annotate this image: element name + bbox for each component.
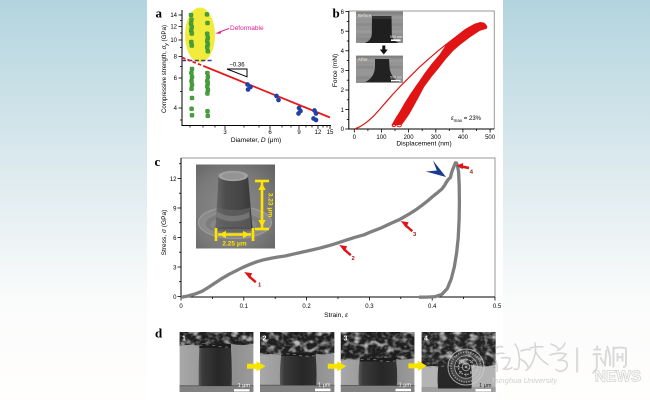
svg-text:1 μm: 1 μm [238,383,251,389]
svg-text:400: 400 [458,135,469,141]
svg-text:2: 2 [263,336,267,343]
svg-text:Displacement (nm): Displacement (nm) [396,141,451,148]
svg-text:5: 5 [341,29,345,35]
svg-text:300: 300 [431,135,442,141]
svg-text:8: 8 [174,55,178,61]
svg-text:b: b [333,6,340,21]
svg-text:4: 4 [174,106,178,112]
svg-text:d: d [155,326,163,341]
svg-text:3: 3 [341,69,345,75]
svg-text:10: 10 [170,38,177,44]
svg-text:500: 500 [485,135,496,141]
svg-text:100: 100 [376,135,387,141]
svg-text:500 nm: 500 nm [390,35,402,39]
svg-text:3.23 μm: 3.23 μm [267,193,274,217]
svg-text:3: 3 [223,130,227,136]
svg-text:6: 6 [174,76,178,82]
svg-text:0.3: 0.3 [365,304,374,310]
svg-text:3: 3 [173,266,177,272]
svg-text:εmax = 23%: εmax = 23% [451,116,482,123]
svg-text:1: 1 [182,336,186,343]
svg-text:3: 3 [344,336,348,343]
svg-text:After: After [358,57,368,62]
svg-text:200: 200 [404,135,415,141]
svg-text:1 μm: 1 μm [399,383,412,389]
svg-text:4: 4 [341,49,345,55]
svg-text:0: 0 [173,295,177,301]
svg-text:9: 9 [297,130,301,136]
svg-text:Before: Before [358,13,372,18]
svg-text:12: 12 [315,130,322,136]
svg-text:0: 0 [179,304,183,310]
svg-text:2: 2 [352,256,355,262]
svg-text:Compressive strength, σy (GPa): Compressive strength, σy (GPa) [161,25,170,113]
svg-text:Tsinghua University: Tsinghua University [491,376,558,385]
svg-text:6: 6 [173,236,177,242]
svg-text:1 μm: 1 μm [479,383,492,389]
svg-text:NEWS: NEWS [595,369,642,386]
svg-text:Deformable: Deformable [230,25,264,32]
svg-text:0: 0 [353,135,357,141]
svg-text:4: 4 [470,170,474,176]
svg-text:500 nm: 500 nm [390,76,402,80]
svg-text:12: 12 [170,177,177,183]
svg-text:1: 1 [341,108,345,114]
svg-text:6: 6 [268,130,272,136]
svg-text:14: 14 [170,13,177,19]
svg-text:0.5: 0.5 [493,304,502,310]
svg-text:12: 12 [170,25,177,31]
svg-text:15: 15 [327,130,334,136]
svg-text:1: 1 [258,283,262,289]
svg-text:Stress, σ (GPa): Stress, σ (GPa) [161,210,168,256]
svg-text:2: 2 [341,88,345,94]
svg-text:0.4: 0.4 [428,304,437,310]
svg-text:Strain, ε: Strain, ε [324,312,348,319]
svg-text:4: 4 [424,336,428,343]
svg-text:c: c [155,154,161,169]
svg-text:9: 9 [173,207,177,213]
svg-text:Force (mN): Force (mN) [332,54,339,87]
svg-text:6: 6 [341,10,345,16]
svg-text:0: 0 [341,127,345,133]
svg-text:−0.36: −0.36 [229,63,245,69]
svg-text:Diameter, D (μm): Diameter, D (μm) [231,137,281,144]
svg-text:1 μm: 1 μm [318,382,331,388]
svg-text:3: 3 [413,232,417,238]
svg-text:0.2: 0.2 [302,304,311,310]
svg-text:a: a [156,6,163,21]
svg-text:0.1: 0.1 [240,304,249,310]
svg-text:2.25 μm: 2.25 μm [222,241,246,248]
